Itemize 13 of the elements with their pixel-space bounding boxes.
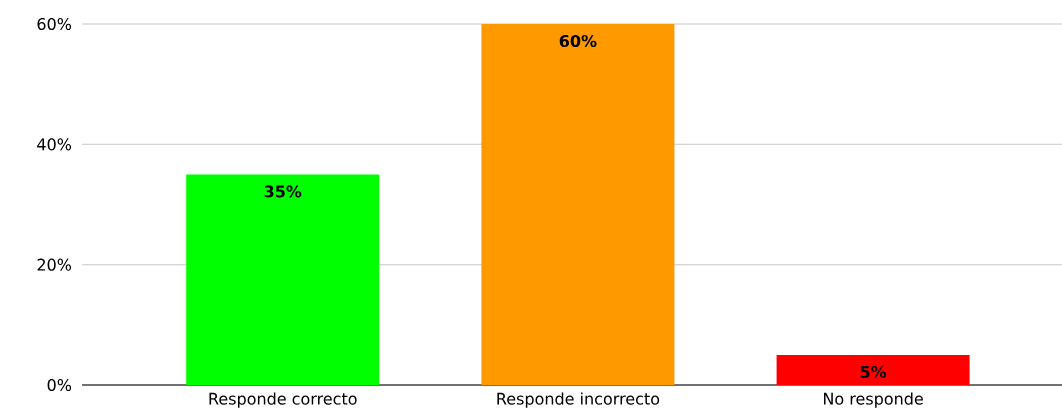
bar xyxy=(481,24,675,385)
y-tick-label: 40% xyxy=(37,138,72,151)
bar xyxy=(186,174,380,385)
y-tick-label: 60% xyxy=(37,17,72,31)
y-tick-label: 0% xyxy=(47,378,72,392)
x-tick-label: No responde xyxy=(824,392,923,408)
data-label: 60% xyxy=(559,34,597,48)
x-tick-label: Responde incorrecto xyxy=(497,392,660,408)
bar xyxy=(776,354,970,385)
data-label: 5% xyxy=(860,365,887,378)
data-label: 35% xyxy=(264,185,302,198)
y-tick-label: 20% xyxy=(37,258,72,271)
x-tick-label: Responde correcto xyxy=(209,392,357,408)
